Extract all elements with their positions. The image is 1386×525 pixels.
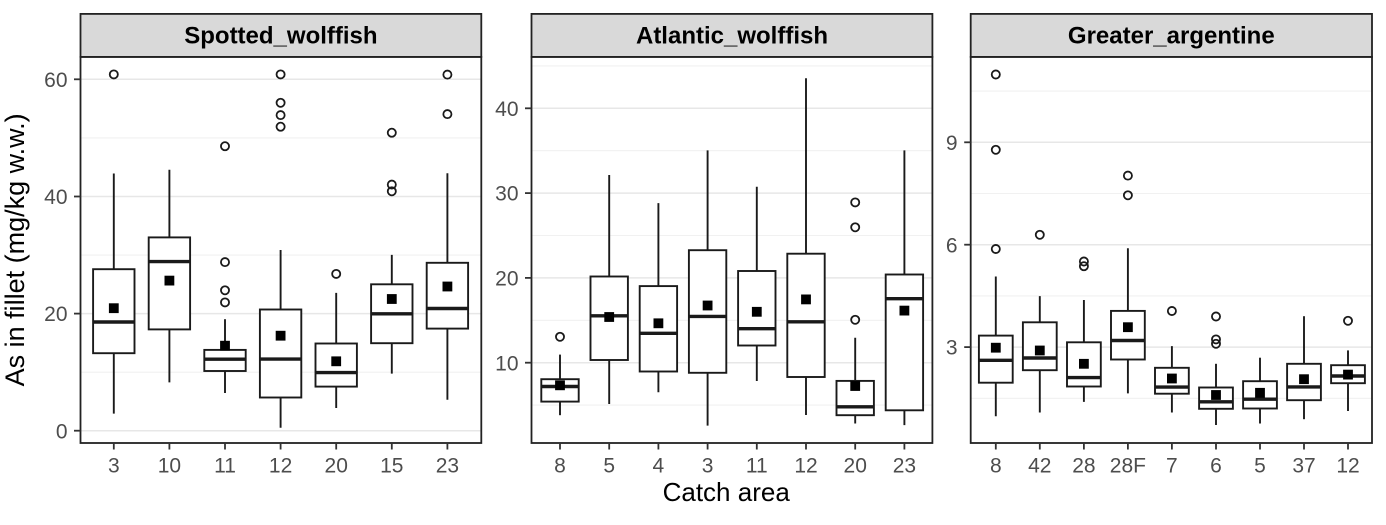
svg-text:28F: 28F: [1110, 454, 1146, 477]
svg-text:8: 8: [554, 454, 566, 477]
svg-text:10: 10: [158, 454, 181, 477]
svg-text:6: 6: [946, 234, 958, 257]
svg-text:Spotted_wolffish: Spotted_wolffish: [184, 22, 377, 49]
svg-text:20: 20: [495, 268, 518, 291]
svg-text:Atlantic_wolffish: Atlantic_wolffish: [636, 22, 828, 49]
svg-text:15: 15: [380, 454, 403, 477]
svg-text:3: 3: [946, 337, 958, 360]
svg-text:10: 10: [495, 352, 518, 375]
svg-text:Catch area: Catch area: [663, 477, 791, 507]
svg-text:7: 7: [1166, 454, 1178, 477]
svg-text:11: 11: [746, 454, 768, 477]
svg-text:0: 0: [56, 420, 68, 443]
svg-text:5: 5: [603, 454, 615, 477]
svg-text:23: 23: [436, 454, 459, 477]
svg-text:4: 4: [653, 454, 665, 477]
svg-text:20: 20: [44, 303, 67, 326]
svg-text:11: 11: [214, 454, 236, 477]
svg-text:3: 3: [702, 454, 714, 477]
svg-text:30: 30: [495, 183, 518, 206]
svg-text:42: 42: [1028, 454, 1051, 477]
svg-text:8: 8: [990, 454, 1002, 477]
svg-text:6: 6: [1210, 454, 1222, 477]
svg-text:20: 20: [325, 454, 348, 477]
svg-text:As in fillet (mg/kg w.w.): As in fillet (mg/kg w.w.): [0, 113, 30, 386]
svg-text:9: 9: [946, 132, 958, 155]
svg-text:20: 20: [844, 454, 867, 477]
svg-text:3: 3: [108, 454, 120, 477]
svg-text:40: 40: [44, 186, 67, 209]
svg-text:12: 12: [794, 454, 817, 477]
svg-text:40: 40: [495, 98, 518, 121]
svg-text:28: 28: [1072, 454, 1095, 477]
svg-text:60: 60: [44, 69, 67, 92]
svg-text:12: 12: [269, 454, 292, 477]
svg-text:37: 37: [1292, 454, 1315, 477]
svg-text:12: 12: [1336, 454, 1359, 477]
svg-text:23: 23: [893, 454, 916, 477]
svg-text:Greater_argentine: Greater_argentine: [1068, 22, 1275, 49]
svg-text:5: 5: [1254, 454, 1266, 477]
